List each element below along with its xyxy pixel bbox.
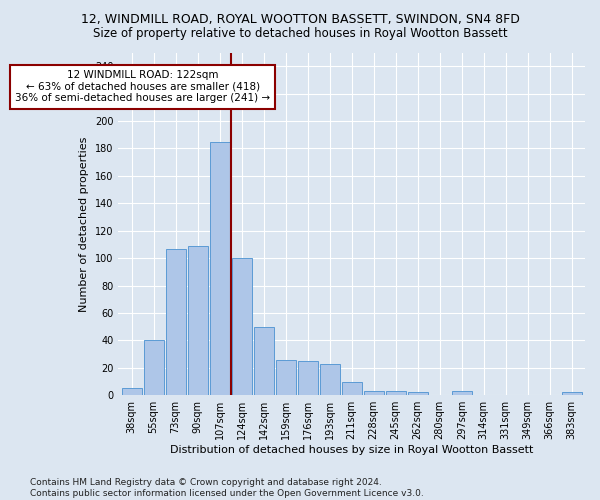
Bar xyxy=(562,392,581,395)
Bar xyxy=(210,142,230,395)
X-axis label: Distribution of detached houses by size in Royal Wootton Bassett: Distribution of detached houses by size … xyxy=(170,445,533,455)
Bar xyxy=(232,258,251,395)
Text: 12 WINDMILL ROAD: 122sqm
← 63% of detached houses are smaller (418)
36% of semi-: 12 WINDMILL ROAD: 122sqm ← 63% of detach… xyxy=(15,70,270,103)
Text: 12, WINDMILL ROAD, ROYAL WOOTTON BASSETT, SWINDON, SN4 8FD: 12, WINDMILL ROAD, ROYAL WOOTTON BASSETT… xyxy=(80,12,520,26)
Bar xyxy=(298,361,317,395)
Text: Size of property relative to detached houses in Royal Wootton Bassett: Size of property relative to detached ho… xyxy=(92,28,508,40)
Bar xyxy=(342,382,362,395)
Bar xyxy=(364,391,383,395)
Bar xyxy=(254,326,274,395)
Bar xyxy=(122,388,142,395)
Bar xyxy=(408,392,428,395)
Y-axis label: Number of detached properties: Number of detached properties xyxy=(79,136,89,312)
Bar xyxy=(276,360,296,395)
Bar xyxy=(188,246,208,395)
Bar xyxy=(320,364,340,395)
Bar xyxy=(166,248,185,395)
Text: Contains HM Land Registry data © Crown copyright and database right 2024.
Contai: Contains HM Land Registry data © Crown c… xyxy=(30,478,424,498)
Bar xyxy=(144,340,164,395)
Bar xyxy=(386,391,406,395)
Bar xyxy=(452,391,472,395)
